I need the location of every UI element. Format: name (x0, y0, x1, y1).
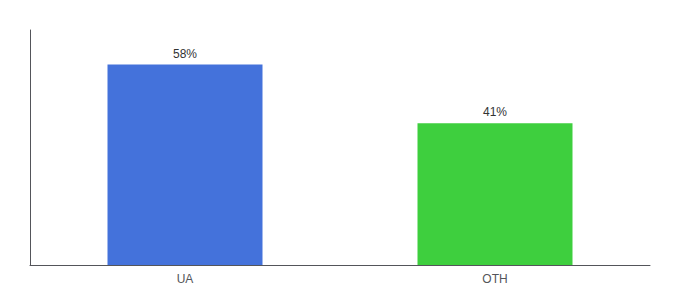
svg-text:OTH: OTH (482, 272, 507, 286)
svg-text:UA: UA (177, 272, 194, 286)
svg-text:41%: 41% (483, 105, 507, 119)
svg-text:58%: 58% (173, 47, 197, 61)
